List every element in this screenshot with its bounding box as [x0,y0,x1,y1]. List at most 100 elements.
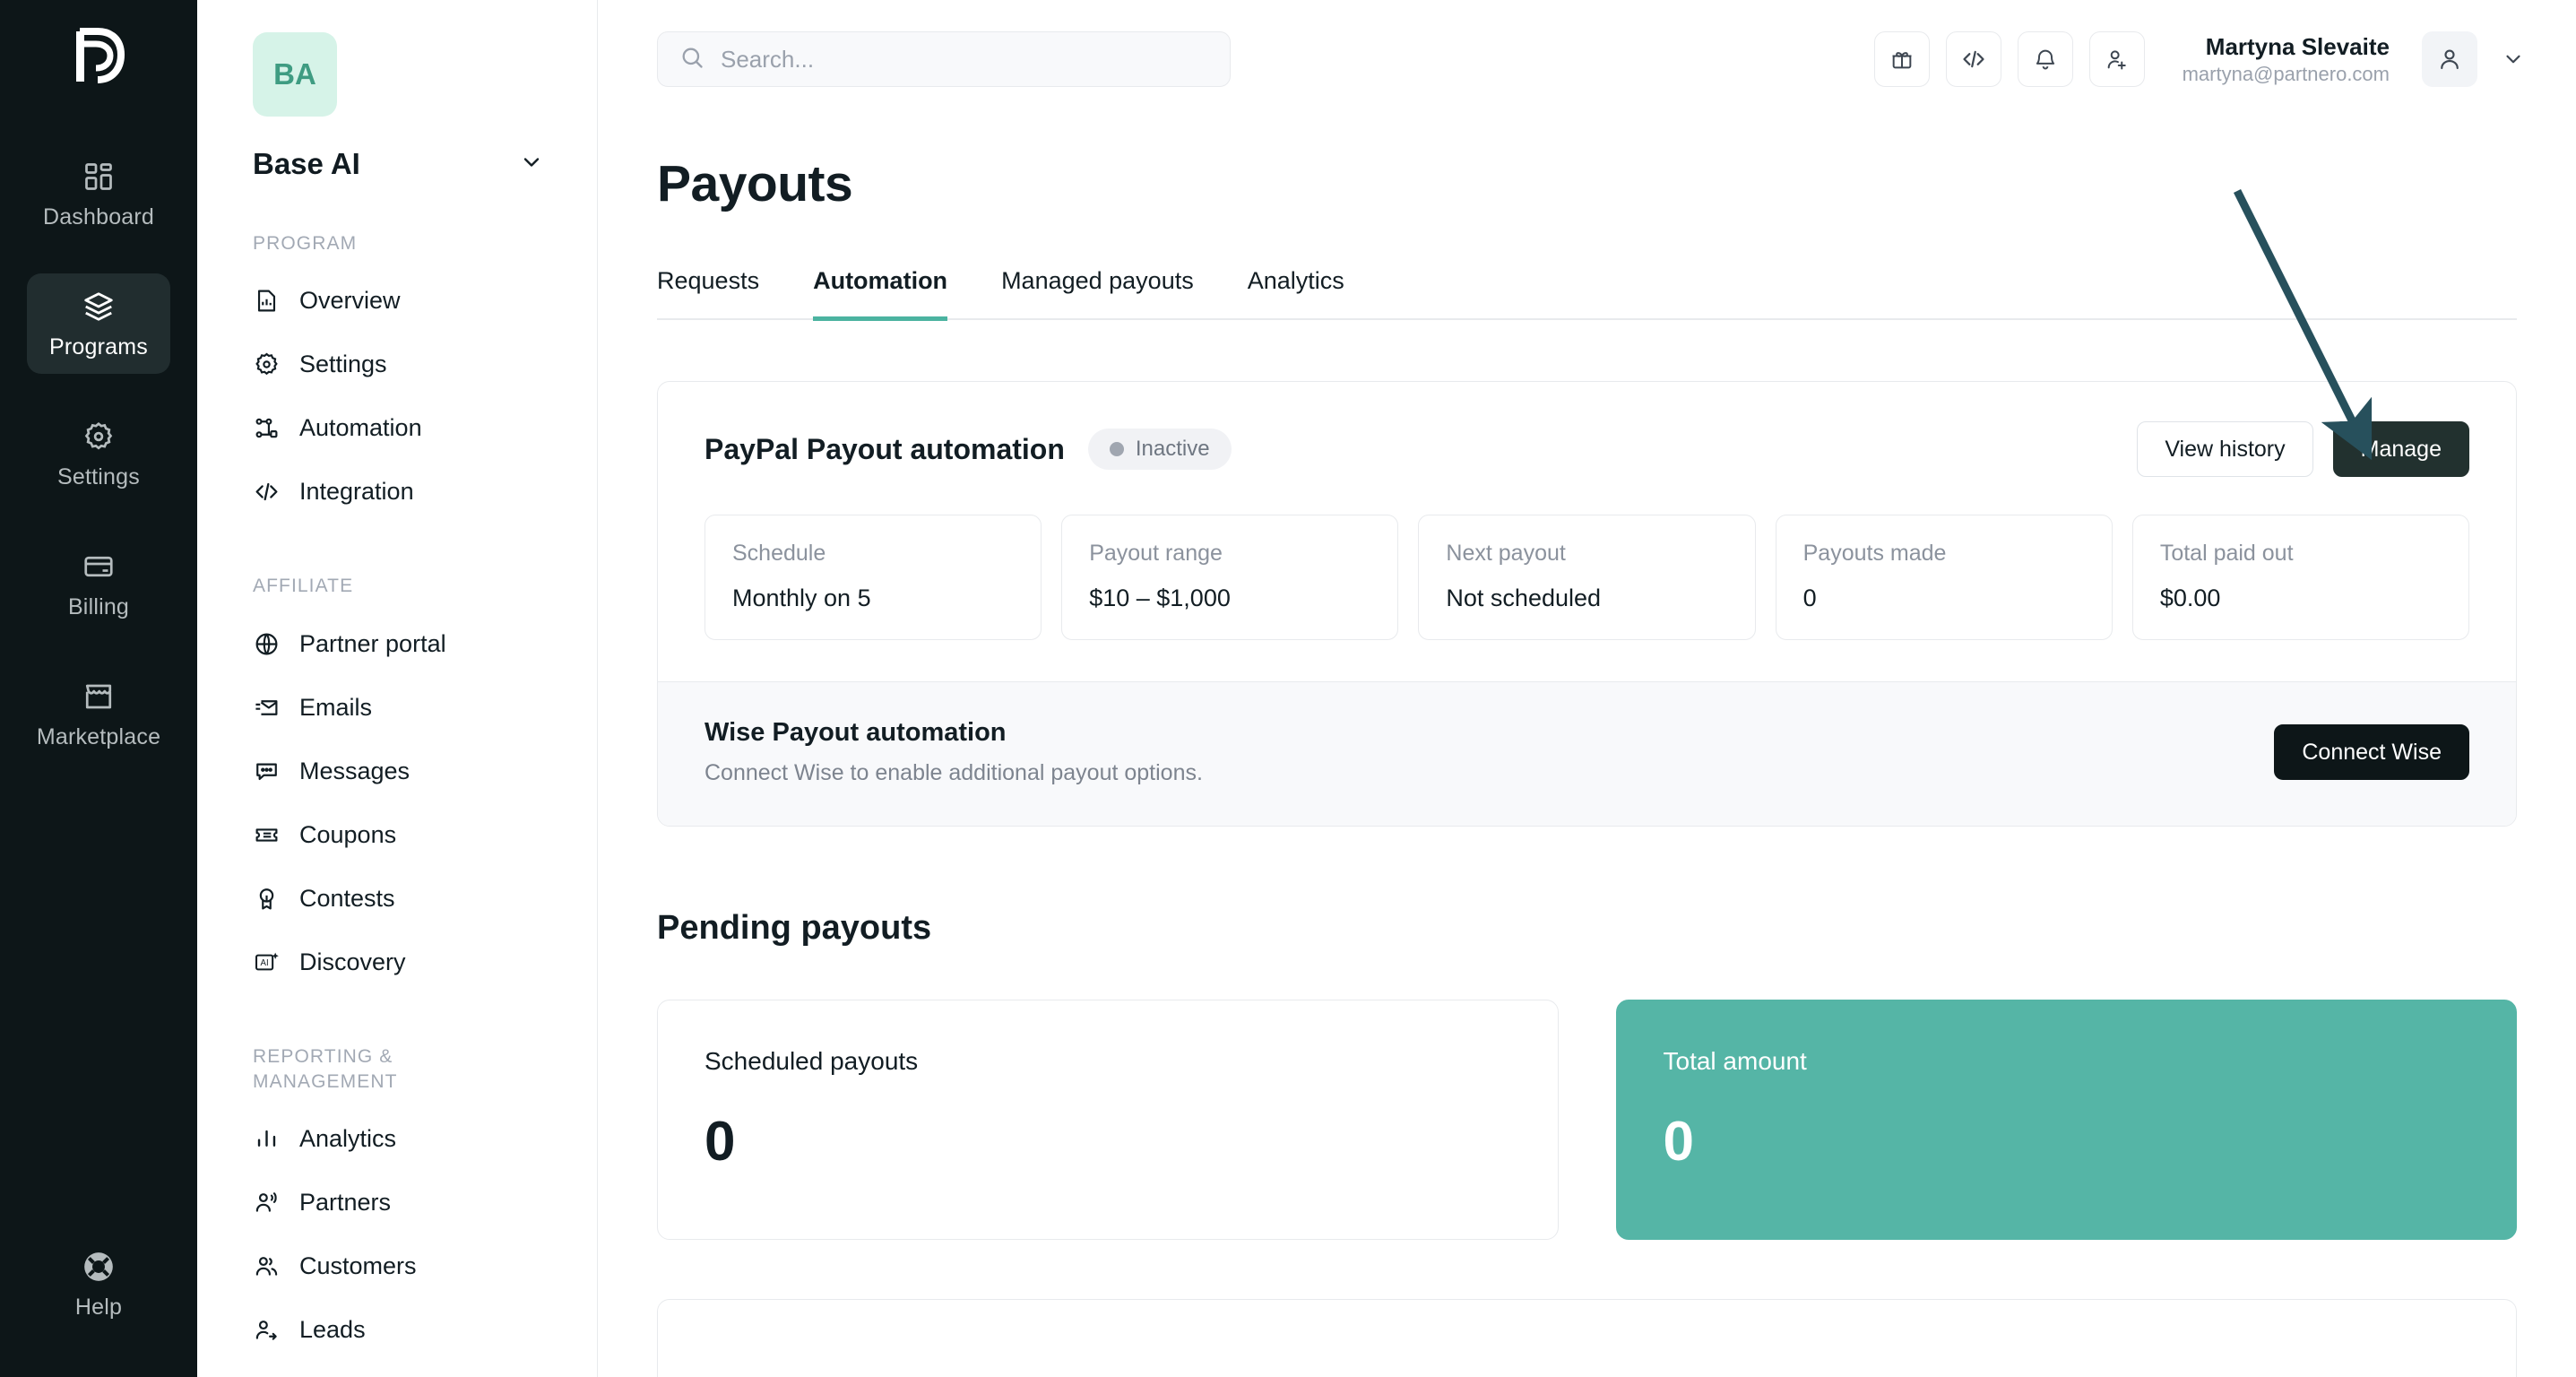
page-content: Payouts Requests Automation Managed payo… [598,154,2576,1377]
users-icon [253,1253,280,1280]
sidebar-item-label: Analytics [299,1125,397,1153]
sidebar-item-emails[interactable]: Emails [197,676,597,740]
rail-item-marketplace[interactable]: Marketplace [27,663,170,764]
flow-icon [253,415,280,442]
sidebar-item-overview[interactable]: Overview [197,269,597,333]
primary-rail: Dashboard Programs Settings [0,0,197,1377]
sidebar-item-label: Overview [299,287,401,315]
program-switcher[interactable]: Base AI [253,147,544,181]
tab-bar: Requests Automation Managed payouts Anal… [657,267,2517,321]
stat-label: Next payout [1446,541,1566,566]
rail-item-programs[interactable]: Programs [27,273,170,374]
sidebar-item-leads[interactable]: Leads [197,1298,597,1362]
stat-schedule: Schedule Monthly on 5 [705,515,1042,640]
ticket-icon [253,821,280,848]
tab-managed-payouts[interactable]: Managed payouts [1001,267,1194,294]
rail-item-dashboard[interactable]: Dashboard [27,143,170,244]
status-badge-label: Inactive [1135,437,1210,461]
rail-label: Dashboard [42,204,155,230]
envelope-icon [253,694,280,721]
wise-automation-row: Wise Payout automation Connect Wise to e… [658,681,2516,826]
chat-icon [253,758,280,784]
svg-text:AI: AI [260,958,268,968]
code-icon [253,479,280,506]
sidebar-item-label: Customers [299,1252,417,1280]
program-name: Base AI [253,147,360,180]
bar-chart-icon [253,1126,280,1153]
globe-icon [253,630,280,657]
sidebar-item-integration[interactable]: Integration [197,460,597,524]
search-input[interactable]: Search... [657,31,1231,87]
sidebar-item-label: Emails [299,693,373,721]
sidebar-item-partner-portal[interactable]: Partner portal [197,612,597,676]
stat-value: Not scheduled [1446,585,1602,611]
user-arrow-icon [253,1317,280,1344]
sidebar-item-label: Integration [299,478,414,506]
chevron-down-icon[interactable] [2494,39,2533,79]
rail-item-billing[interactable]: Billing [27,533,170,634]
sidebar-item-label: Settings [299,351,387,378]
sidebar-item-settings[interactable]: Settings [197,333,597,396]
sidebar-item-label: Messages [299,757,411,784]
user-broadcast-icon [253,1190,280,1217]
paypal-stats-row: Schedule Monthly on 5 Payout range $10 –… [705,515,2470,640]
paypal-panel-actions: View history Manage [2137,421,2469,477]
main-area: Search... [598,0,2576,1377]
status-dot-icon [1109,442,1124,456]
sidebar-item-customers[interactable]: Customers [197,1234,597,1298]
connect-wise-button[interactable]: Connect Wise [2274,724,2469,780]
stat-value: Monthly on 5 [732,585,871,611]
rail-label: Settings [57,463,140,489]
tab-requests[interactable]: Requests [657,267,760,294]
sidebar-item-discovery[interactable]: AI Discovery [197,931,597,994]
avatar[interactable] [2422,31,2477,87]
top-bar: Search... [598,0,2576,118]
stat-payouts-made: Payouts made 0 [1775,515,2113,640]
layers-icon [80,288,117,325]
tab-automation[interactable]: Automation [813,267,948,321]
gear-icon [80,418,117,455]
rail-item-settings[interactable]: Settings [27,403,170,504]
sidebar-item-label: Leads [299,1316,366,1344]
code-icon[interactable] [1945,31,2001,87]
sidebar-item-contests[interactable]: Contests [197,867,597,931]
status-badge: Inactive [1087,429,1232,470]
report-icon [253,288,280,315]
wise-subtitle: Connect Wise to enable additional payout… [705,760,1203,785]
sidebar-section-label-program: PROGRAM [253,233,358,254]
next-section-card [657,1299,2517,1377]
wise-text-block: Wise Payout automation Connect Wise to e… [705,718,1203,786]
sidebar-item-analytics[interactable]: Analytics [197,1107,597,1171]
bell-icon[interactable] [2017,31,2073,87]
rail-label: Programs [49,333,148,359]
sidebar-item-label: Automation [299,414,422,442]
manage-button[interactable]: Manage [2332,421,2469,477]
sidebar-item-coupons[interactable]: Coupons [197,803,597,867]
stat-label: Payout range [1089,541,1223,566]
credit-card-icon [80,548,117,585]
rail-label: Billing [67,593,130,619]
stat-payout-range: Payout range $10 – $1,000 [1061,515,1399,640]
sidebar-item-partners[interactable]: Partners [197,1171,597,1234]
sidebar-item-label: Partners [299,1189,392,1217]
user-identity: Martyna Slevaite martyna@partnero.com [2183,32,2390,86]
gift-icon[interactable] [1873,31,1930,87]
card-label: Scheduled payouts [705,1047,919,1075]
ai-sparkle-icon: AI [253,948,280,975]
rail-item-help[interactable]: Help [27,1234,170,1334]
rail-label: Marketplace [36,723,161,749]
stat-value: $0.00 [2159,585,2221,611]
card-value: 0 [705,1111,736,1173]
pending-payouts-cards: Scheduled payouts 0 Total amount 0 [657,1000,2517,1240]
view-history-button[interactable]: View history [2137,421,2313,477]
sidebar-item-messages[interactable]: Messages [197,740,597,803]
card-label: Total amount [1663,1047,1807,1075]
sidebar-item-label: Partner portal [299,629,446,657]
partnero-logo-icon[interactable] [68,23,129,90]
paypal-panel-body: PayPal Payout automation Inactive View h… [658,382,2516,681]
sidebar-item-automation[interactable]: Automation [197,396,597,460]
tab-analytics[interactable]: Analytics [1247,267,1344,294]
stat-value: 0 [1802,585,1817,611]
add-user-icon[interactable] [2088,31,2145,87]
grid-icon [80,158,117,195]
